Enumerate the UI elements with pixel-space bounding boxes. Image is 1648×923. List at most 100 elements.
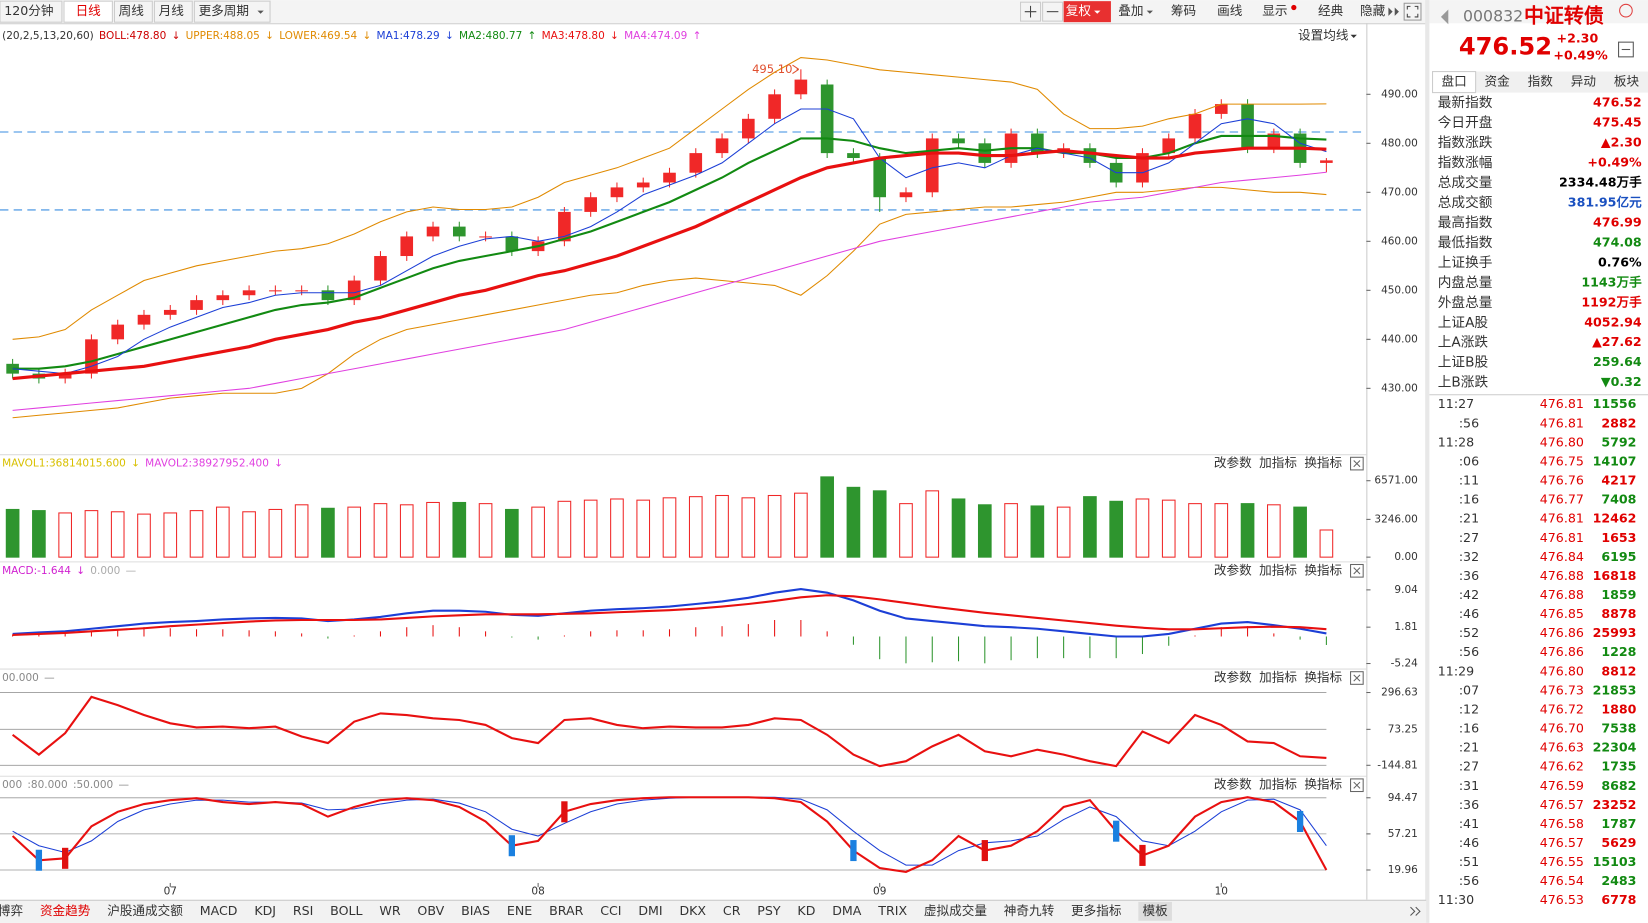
period-tab[interactable]: 周线 xyxy=(119,3,145,18)
stat-value: ▲2.30 xyxy=(1601,135,1642,150)
period-box[interactable] xyxy=(113,0,153,23)
more-arrows[interactable] xyxy=(1410,906,1421,916)
ma-settings[interactable]: 设置均线 xyxy=(1298,27,1349,42)
back-icon[interactable] xyxy=(1440,9,1449,25)
indicator-tab[interactable]: TRIX xyxy=(877,903,907,918)
indicator-tab[interactable]: CR xyxy=(723,903,741,918)
close-box[interactable] xyxy=(1350,563,1364,578)
side-tab[interactable]: 资金 xyxy=(1485,74,1511,89)
volume-bar xyxy=(137,513,151,558)
indicator-tab[interactable]: 模板 xyxy=(1143,903,1169,918)
collapse-icon[interactable] xyxy=(1618,41,1634,58)
candle-body xyxy=(584,197,597,212)
tool-button[interactable]: 筹码 xyxy=(1171,3,1196,18)
indicator-tab[interactable]: OBV xyxy=(417,903,444,918)
indicator-tab[interactable]: 沪股通成交额 xyxy=(107,903,183,918)
period-box[interactable] xyxy=(193,0,271,23)
close-x xyxy=(1353,674,1361,682)
side-tab[interactable]: 异动 xyxy=(1571,74,1596,89)
trade-time: :21 xyxy=(1459,511,1479,526)
close-x xyxy=(1353,460,1361,468)
tool-active-bg[interactable] xyxy=(1063,1,1111,23)
indicator-tab[interactable]: RSI xyxy=(293,903,313,918)
trade-price: 476.81 xyxy=(1540,415,1584,430)
tool-button[interactable]: 隐藏 xyxy=(1360,3,1386,18)
indicator-tab[interactable]: 虚拟成交量 xyxy=(924,903,987,918)
y-tick-label: 3246.00 xyxy=(1374,513,1417,525)
indicator-tab[interactable]: 更多指标 xyxy=(1071,903,1122,918)
period-tab[interactable]: 月线 xyxy=(159,3,185,18)
tab-active[interactable] xyxy=(1432,71,1477,94)
trade-time: :42 xyxy=(1459,587,1479,602)
help-icon[interactable] xyxy=(1619,3,1633,18)
indicator-tab[interactable]: PSY xyxy=(757,903,781,918)
tool-button[interactable]: 画线 xyxy=(1217,3,1243,18)
period-box[interactable] xyxy=(0,0,63,23)
tool-button[interactable]: 显示 xyxy=(1262,3,1287,18)
tool-button[interactable]: 叠加 xyxy=(1118,3,1143,18)
x-tick-label: 10 xyxy=(1215,885,1228,897)
indicator-tab[interactable]: BRAR xyxy=(549,903,584,918)
legend-entry: ↓ xyxy=(265,30,274,42)
indicator-tab[interactable]: BOLL xyxy=(330,903,362,918)
trade-price: 476.58 xyxy=(1540,816,1584,831)
indicator-tab[interactable]: 博弈 xyxy=(0,903,23,918)
panel-button[interactable]: 加指标 xyxy=(1259,670,1297,685)
panel-button[interactable]: 换指标 xyxy=(1304,670,1342,685)
legend-entry: ↓ xyxy=(362,30,371,42)
panel-button[interactable]: 改参数 xyxy=(1214,455,1252,470)
indicator-tab[interactable]: KD xyxy=(797,903,815,918)
series-line xyxy=(12,587,1327,638)
dropdown-arrow xyxy=(1350,34,1357,38)
template-box[interactable] xyxy=(1138,901,1172,921)
panel-button[interactable]: 改参数 xyxy=(1214,777,1252,792)
indicator-tab[interactable]: KDJ xyxy=(254,903,276,918)
indicator-tab[interactable]: DKX xyxy=(679,903,706,918)
indicator-tab[interactable]: DMA xyxy=(832,903,862,918)
stat-label: 今日开盘 xyxy=(1438,114,1493,131)
panel-button[interactable]: 换指标 xyxy=(1304,455,1342,470)
volume-bar xyxy=(820,476,834,558)
tool-button[interactable]: 复权 xyxy=(1066,3,1092,18)
period-tab[interactable]: 日线 xyxy=(76,3,102,18)
panel-button[interactable]: 加指标 xyxy=(1259,562,1297,577)
panel-button[interactable]: 换指标 xyxy=(1304,777,1342,792)
side-tab[interactable]: 板块 xyxy=(1614,74,1640,89)
indicator-tab[interactable]: MACD xyxy=(200,903,238,918)
candle-body xyxy=(1241,104,1254,149)
close-box[interactable] xyxy=(1350,778,1364,793)
volume-bar xyxy=(1004,503,1018,558)
trade-time: 11:30 xyxy=(1438,892,1474,907)
panel-button[interactable]: 加指标 xyxy=(1259,777,1297,792)
candle-body xyxy=(1162,138,1176,154)
trade-volume: 6195 xyxy=(1601,549,1636,564)
indicator-tab[interactable]: BIAS xyxy=(461,903,490,918)
period-tab[interactable]: 更多周期 xyxy=(199,3,249,18)
close-box[interactable] xyxy=(1350,456,1364,471)
candle-body xyxy=(452,226,466,237)
panel-button[interactable]: 改参数 xyxy=(1214,562,1252,577)
indicator-tab[interactable]: 资金趋势 xyxy=(40,903,91,918)
side-tab[interactable]: 指数 xyxy=(1528,74,1554,89)
period-box[interactable] xyxy=(63,0,113,23)
candle-body xyxy=(1031,133,1044,154)
indicator-tab[interactable]: 神奇九转 xyxy=(1004,903,1055,918)
indicator-tab[interactable]: DMI xyxy=(638,903,662,918)
indicator-tab[interactable]: WR xyxy=(379,903,400,918)
period-tab[interactable]: 120分钟 xyxy=(4,3,53,18)
close-box[interactable] xyxy=(1350,671,1364,685)
period-box[interactable] xyxy=(153,0,193,23)
indicator-tab[interactable]: CCI xyxy=(600,903,621,918)
side-tab[interactable]: 盘口 xyxy=(1441,74,1466,89)
panel-button[interactable]: 改参数 xyxy=(1214,670,1252,685)
panel-button[interactable]: 加指标 xyxy=(1259,455,1297,470)
candle-body xyxy=(426,226,440,237)
fullscreen[interactable] xyxy=(1403,2,1422,21)
tool-button[interactable]: 经典 xyxy=(1318,3,1344,18)
zoom-in[interactable] xyxy=(1020,1,1042,22)
indicator-tab[interactable]: ENE xyxy=(507,903,532,918)
series-line xyxy=(12,796,1327,866)
zoom-out[interactable] xyxy=(1042,1,1064,22)
volume-bar xyxy=(58,512,72,558)
panel-button[interactable]: 换指标 xyxy=(1304,562,1342,577)
